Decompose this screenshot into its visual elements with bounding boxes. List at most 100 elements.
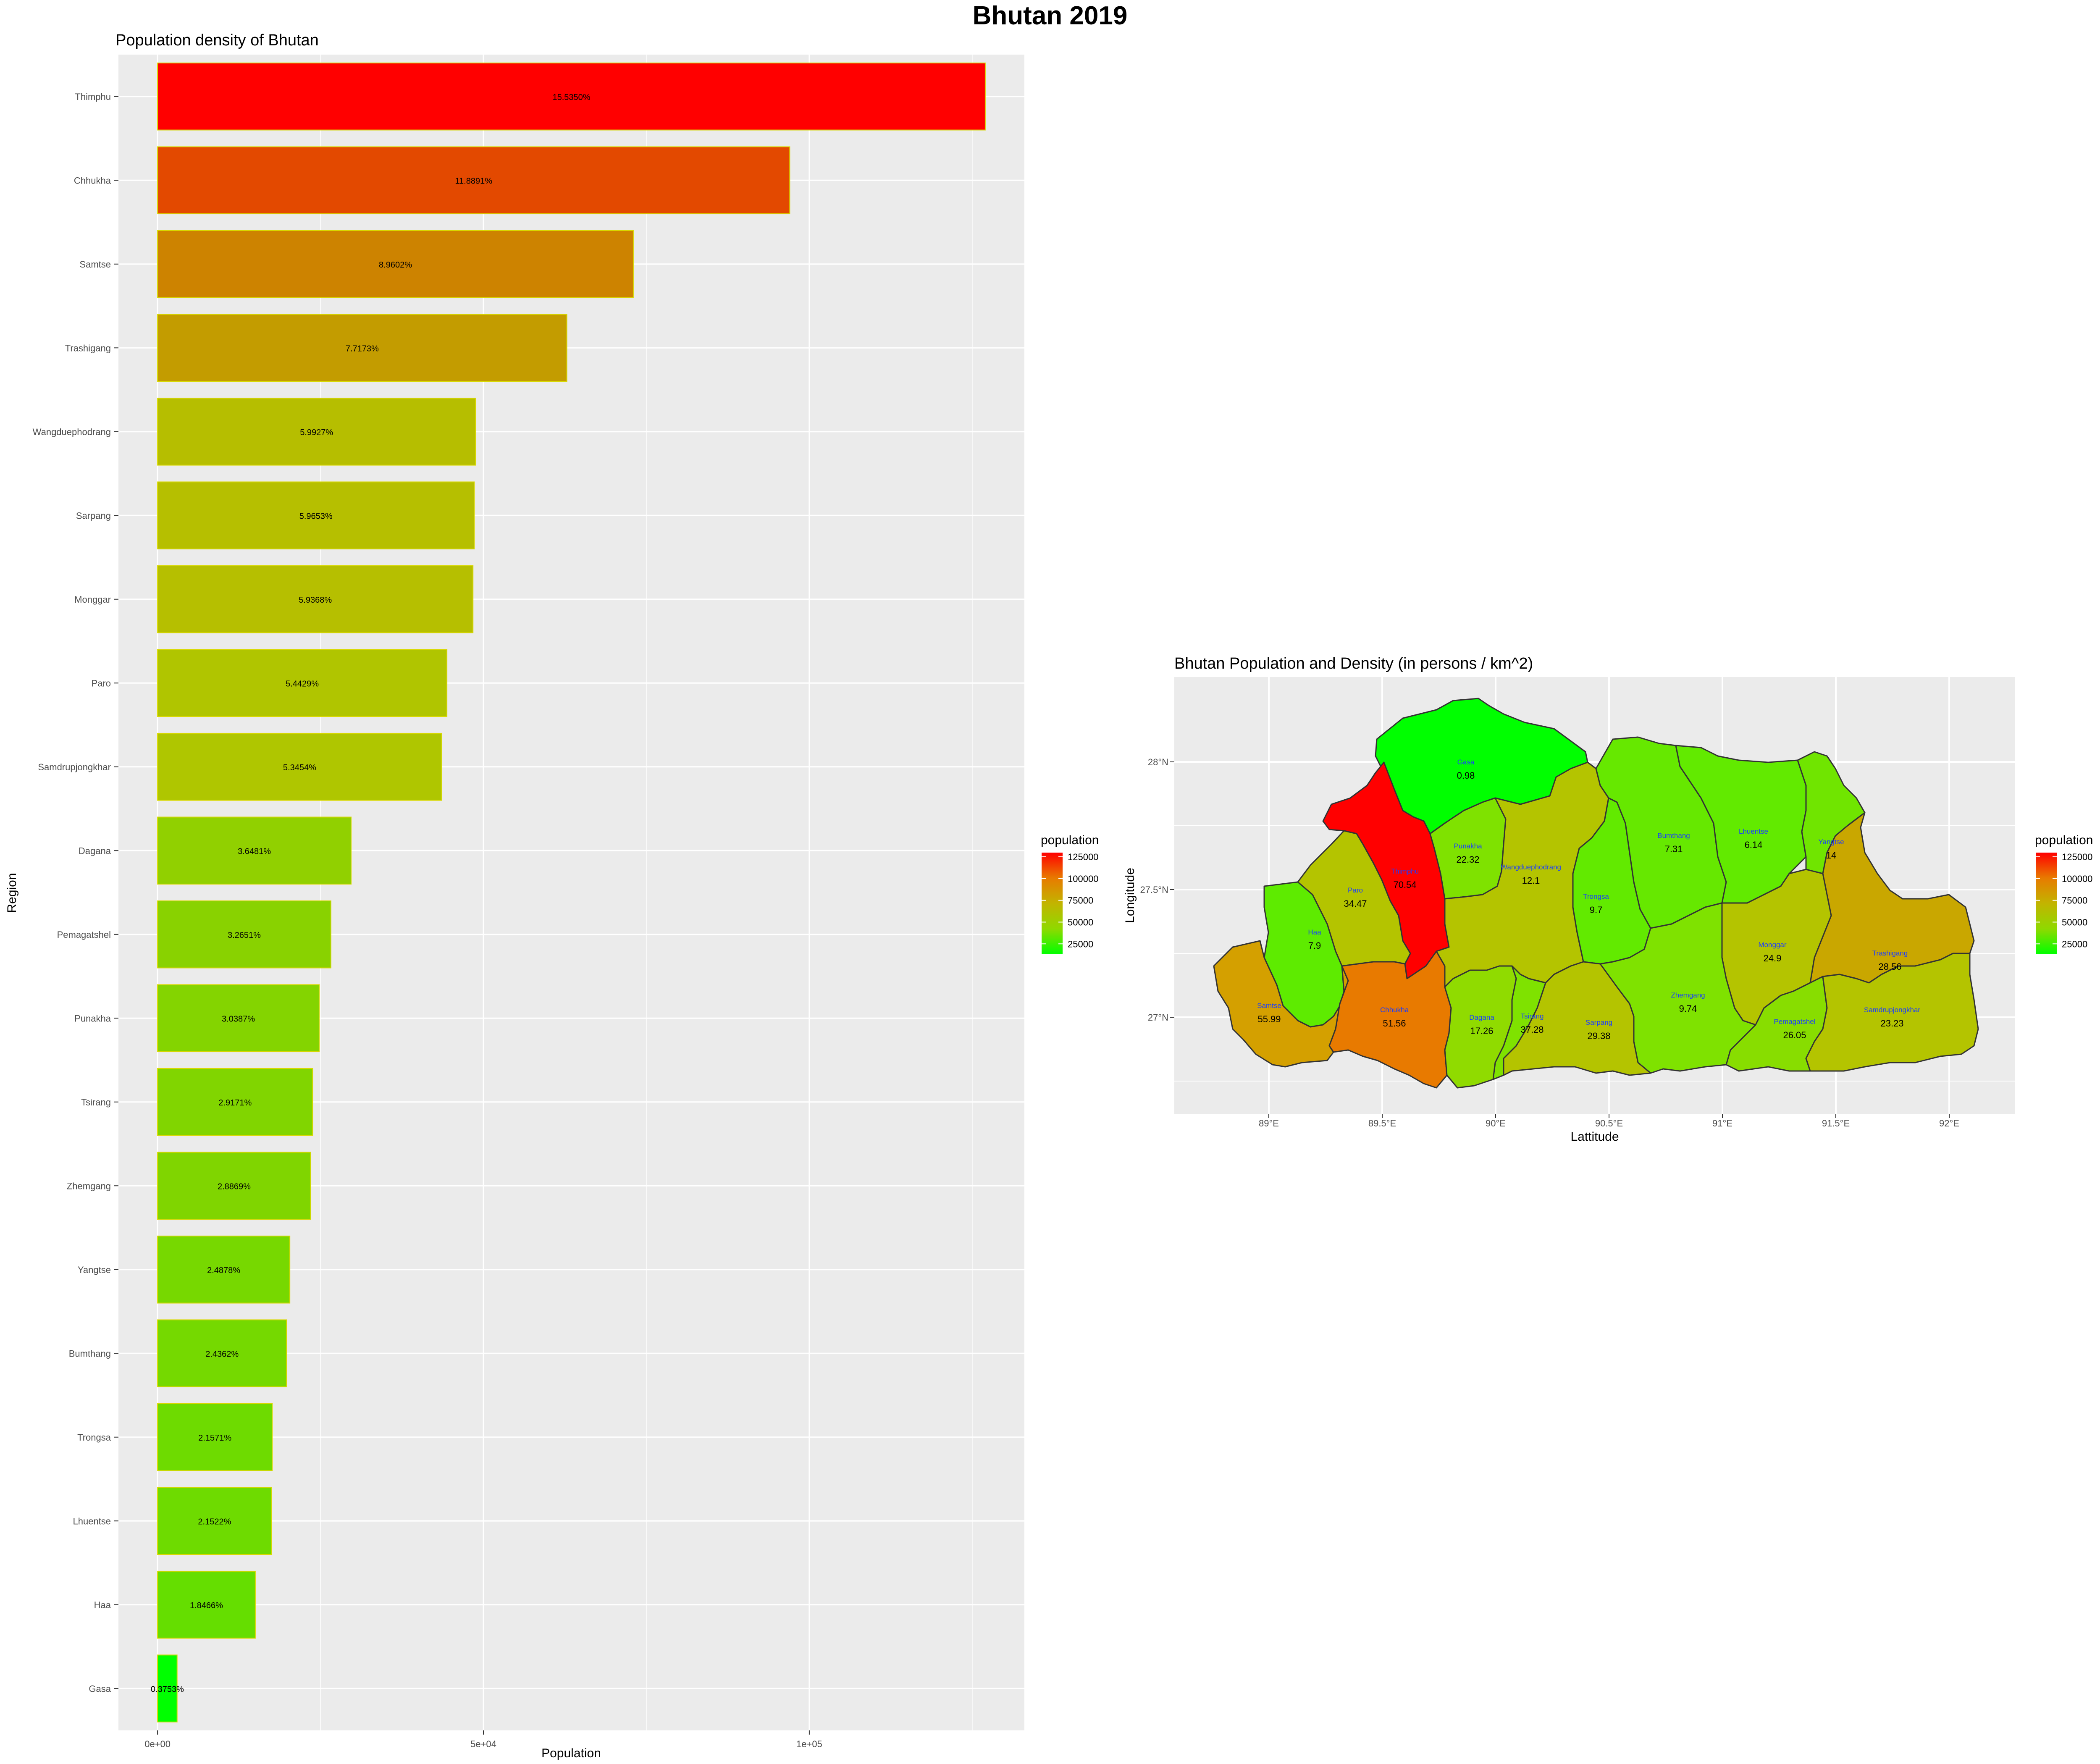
map-region-name: Lhuentse [1739,827,1768,835]
bar [157,481,475,550]
legend-label: 25000 [2062,939,2087,949]
bar-data-label: 5.4429% [286,679,319,688]
map-y-tick-label: 27°N [1148,1012,1168,1023]
map-x-tick-label: 89.5°E [1368,1118,1396,1129]
map-region-density: 22.32 [1456,854,1479,865]
bar-data-label: 5.9368% [299,596,332,605]
legend-label: 100000 [1068,874,1098,884]
bar-y-tick-label: Trashigang [65,343,111,353]
map-x-tick-label: 91°E [1712,1118,1732,1129]
map-x-tick-label: 92°E [1939,1118,1959,1129]
bar-y-tick-label: Chhukha [74,175,111,186]
bar-data-label: 8.9602% [379,260,412,270]
map-region-density: 37.28 [1520,1024,1544,1035]
map-y-axis-label: Longitude [1123,868,1137,923]
map-region-name: Samtse [1257,1002,1281,1010]
bar-y-tick-label: Zhemgang [67,1181,111,1191]
bar [157,565,474,633]
bar [157,1319,287,1388]
bar-y-tick-label: Samdrupjongkhar [38,762,111,772]
bar-data-label: 5.9927% [300,428,333,437]
map-region-name: Punakha [1454,842,1482,850]
map-axes: 89°E 89.5°E 90°E 90.5°E 91°E 91.5°E 92°E… [1123,757,1959,1144]
bar-y-tick-label: Dagana [79,845,111,856]
legend-label: 125000 [2062,852,2092,862]
bar-data-label: 15.5350% [552,93,590,102]
map-x-tick-label: 91.5°E [1822,1118,1850,1129]
legend-label: 25000 [1068,939,1093,949]
bar-data-label: 3.6481% [238,847,271,856]
bar-x-axis-label: Population [541,1746,601,1760]
bar [157,62,986,131]
map-region-density: 51.56 [1383,1018,1406,1029]
bar [157,146,790,215]
map-region-name: Wangduephodrang [1501,863,1561,871]
map-regions [1213,698,1979,1089]
legend-label: 50000 [1068,917,1093,927]
main-title: Bhutan 2019 [973,1,1128,30]
map-region-name: Sarpang [1586,1018,1612,1026]
bar-y-tick-label: Lhuentse [73,1516,111,1526]
map-region-density: 34.47 [1344,898,1367,909]
map-region-name: Tsirang [1521,1012,1544,1020]
bar-y-tick-label: Yangtse [78,1265,111,1275]
map-legend-colorbar [2036,853,2057,954]
map-region-name: Pemagatshel [1774,1018,1815,1026]
map-region-density: 29.38 [1587,1031,1610,1041]
bar-data-label: 1.8466% [190,1601,223,1610]
bar-data-label: 5.9653% [299,512,333,521]
map-region-density: 55.99 [1257,1014,1281,1024]
map-region-density: 14 [1826,850,1836,861]
legend-label: 75000 [1068,895,1093,906]
bar [157,1403,273,1471]
map-y-tick-label: 28°N [1148,757,1168,767]
bar-y-tick-label: Monggar [74,594,111,605]
bar-legend-labels: 125000 100000 75000 50000 25000 [1042,852,1098,949]
map-region-density: 28.56 [1878,961,1901,972]
map-region-name: Yangtse [1818,838,1844,846]
bar [157,1570,256,1639]
map-region-density: 24.9 [1764,953,1782,963]
bar-y-tick-label: Pemagatshel [57,929,111,940]
bar-y-tick-labels: Thimphu Chhukha Samtse Trashigang Wangduepho… [33,92,118,1694]
bar-data-label: 2.4878% [207,1266,240,1275]
map-x-tick-label: 89°E [1259,1118,1279,1129]
bar [157,900,331,969]
bar-data-label: 3.2651% [228,931,261,940]
map-region-name: Paro [1348,886,1363,894]
bar-data-label: 3.0387% [222,1014,255,1024]
map-region-name: Samdrupjongkhar [1864,1006,1921,1014]
bar-data-label: 5.3454% [283,763,316,772]
bar [157,1654,178,1723]
map-x-tick-label: 90.5°E [1595,1118,1623,1129]
map-chart: Bhutan Population and Density (in person… [1123,655,2015,1144]
bar-y-tick-label: Sarpang [76,510,111,521]
map-region-name: Monggar [1758,941,1786,949]
bar [157,649,448,717]
bar-data-label: 2.8869% [218,1182,251,1191]
bar-y-tick-label: Samtse [79,259,111,270]
map-legend: population 125000 100000 75000 50000 25000 [2035,833,2093,954]
map-region-density: 70.54 [1393,879,1416,890]
bar-chart: Population density of Bhutan 15.5350% 11.… [5,32,1024,1760]
bar [157,397,476,466]
bar-y-tick-label: Wangduephodrang [33,427,111,437]
bar-marks: 15.5350% 11.8891% 8.9602% 7.7173% 5.9927% 5.9… [151,62,986,1723]
bar-y-tick-label: Punakha [74,1013,111,1024]
map-region-name: Dagana [1469,1013,1494,1021]
legend-label: 50000 [2062,917,2087,927]
bar-x-tick-label: 5e+04 [470,1739,496,1749]
bar [157,314,567,382]
map-region-name: Chhukha [1380,1006,1409,1014]
bar [157,984,320,1053]
map-labels: Gasa 0.98 Thimphu 70.54 Punakha 22.32 Wangduep… [1257,758,1920,1041]
region-dagana [1444,965,1517,1089]
legend-label: 125000 [1068,852,1098,862]
map-region-name: Bumthang [1657,832,1690,840]
map-title: Bhutan Population and Density (in person… [1174,655,1533,672]
map-region-density: 6.14 [1745,840,1763,850]
bar-data-label: 0.3753% [151,1685,184,1694]
bar-y-tick-label: Bumthang [69,1348,111,1359]
map-region-density: 9.74 [1679,1003,1697,1014]
